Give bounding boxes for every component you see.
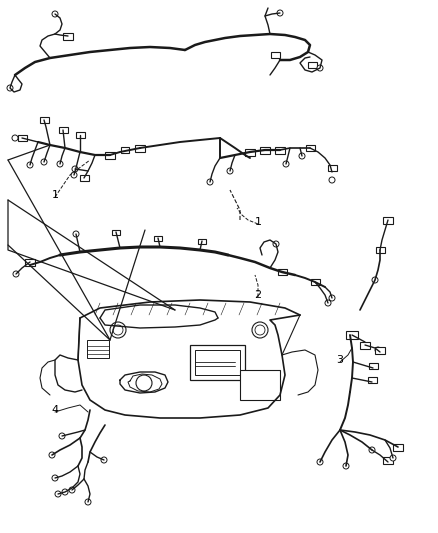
Bar — [368, 377, 377, 383]
Circle shape — [113, 325, 123, 335]
Bar — [198, 239, 206, 244]
Circle shape — [329, 295, 335, 301]
Bar — [346, 331, 358, 339]
Circle shape — [110, 322, 126, 338]
Circle shape — [343, 463, 349, 469]
Bar — [383, 217, 393, 224]
Circle shape — [325, 300, 331, 306]
Bar — [278, 269, 287, 275]
Bar — [245, 149, 255, 156]
Bar — [375, 347, 385, 354]
Circle shape — [101, 457, 107, 463]
Bar — [121, 147, 129, 153]
Bar — [80, 175, 89, 181]
Text: 1: 1 — [52, 190, 59, 200]
Circle shape — [317, 459, 323, 465]
Bar — [369, 363, 378, 369]
Circle shape — [227, 168, 233, 174]
Bar — [328, 165, 337, 171]
Circle shape — [372, 277, 378, 283]
Text: 4: 4 — [51, 405, 59, 415]
Circle shape — [27, 162, 33, 168]
Circle shape — [317, 65, 323, 71]
Bar — [306, 145, 315, 151]
Bar — [18, 135, 27, 141]
Circle shape — [329, 177, 335, 183]
Bar — [360, 342, 370, 349]
Circle shape — [62, 489, 68, 495]
Circle shape — [369, 447, 375, 453]
Circle shape — [52, 11, 58, 17]
Bar — [271, 52, 280, 58]
Bar — [190, 345, 245, 380]
Bar — [135, 145, 145, 152]
Bar — [105, 152, 115, 159]
Bar — [311, 279, 320, 285]
Circle shape — [13, 271, 19, 277]
Bar — [195, 350, 240, 375]
Circle shape — [207, 179, 213, 185]
Circle shape — [73, 231, 79, 237]
Circle shape — [49, 452, 55, 458]
Circle shape — [299, 153, 305, 159]
Circle shape — [59, 433, 65, 439]
Circle shape — [283, 161, 289, 167]
Bar — [260, 147, 270, 154]
Circle shape — [55, 491, 61, 497]
Text: 2: 2 — [254, 290, 261, 300]
Bar — [383, 457, 393, 464]
Bar — [393, 444, 403, 451]
Bar — [59, 127, 68, 133]
Circle shape — [72, 166, 78, 172]
Circle shape — [41, 159, 47, 165]
Circle shape — [71, 172, 77, 178]
Bar — [154, 236, 162, 241]
Bar — [63, 33, 73, 40]
Circle shape — [252, 322, 268, 338]
Circle shape — [136, 375, 152, 391]
Circle shape — [390, 455, 396, 461]
Bar — [275, 147, 285, 154]
Circle shape — [255, 325, 265, 335]
Bar — [76, 132, 85, 138]
Circle shape — [12, 135, 18, 141]
Circle shape — [375, 347, 381, 353]
Circle shape — [277, 10, 283, 16]
Text: 1: 1 — [254, 217, 261, 227]
Bar — [40, 117, 49, 123]
Circle shape — [57, 161, 63, 167]
Bar — [25, 259, 35, 266]
Bar — [376, 247, 385, 253]
Bar — [87, 340, 109, 358]
Text: 3: 3 — [336, 355, 343, 365]
Circle shape — [273, 241, 279, 247]
Circle shape — [7, 85, 13, 91]
Bar — [240, 370, 280, 400]
Bar — [112, 230, 120, 235]
Circle shape — [69, 487, 75, 493]
Circle shape — [85, 499, 91, 505]
Bar — [308, 62, 317, 68]
Circle shape — [52, 475, 58, 481]
